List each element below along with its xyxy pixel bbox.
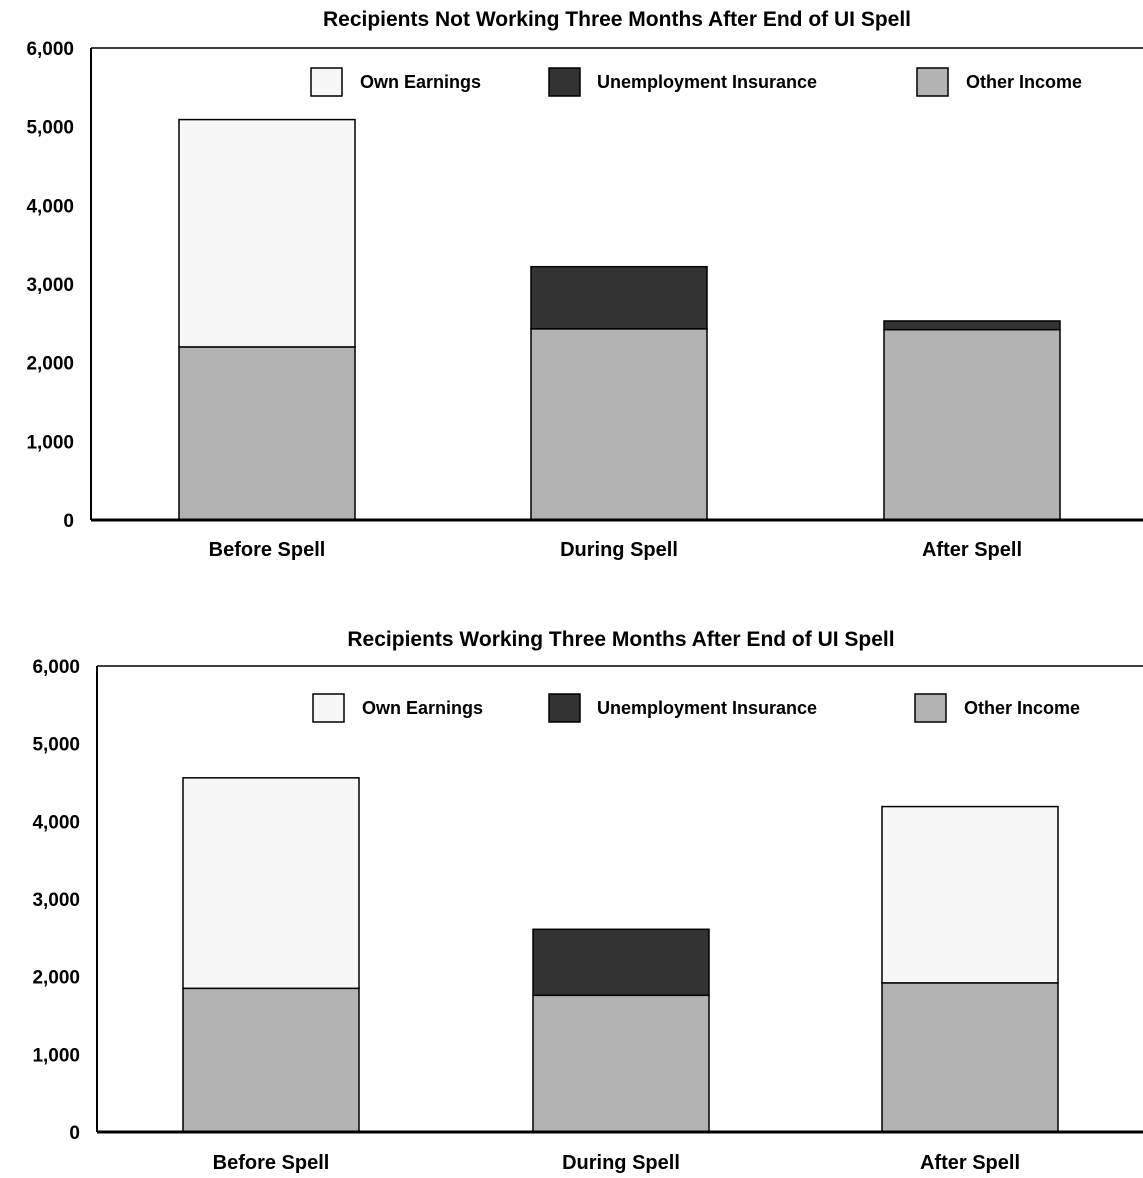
chart-panel-1: Recipients Not Working Three Months Afte… <box>26 8 1143 561</box>
bar-during-spell-unemployment-insurance <box>532 928 710 997</box>
legend-label-unemployment-insurance: Unemployment Insurance <box>597 72 817 92</box>
chart-panel-2: Recipients Working Three Months After En… <box>32 628 1143 1174</box>
y-tick-label: 3,000 <box>26 275 74 296</box>
bar-before-spell-other-income <box>178 346 356 521</box>
bar-before-spell-own-earnings <box>182 777 360 990</box>
x-category-label: Before Spell <box>209 539 326 561</box>
chart-title: Recipients Not Working Three Months Afte… <box>323 8 911 31</box>
y-tick-label: 6,000 <box>26 39 74 60</box>
y-tick-label: 1,000 <box>32 1045 80 1066</box>
legend-swatch-unemployment-insurance <box>548 67 581 97</box>
legend-label-own-earnings: Own Earnings <box>362 698 483 718</box>
bar-after-spell-unemployment-insurance <box>883 320 1061 331</box>
bar-after-spell-other-income <box>883 328 1061 521</box>
x-category-label: After Spell <box>922 539 1022 561</box>
bar-during-spell-other-income <box>532 994 710 1133</box>
legend-label-other-income: Other Income <box>964 698 1080 718</box>
legend-swatch-own-earnings <box>310 67 343 97</box>
x-category-label: Before Spell <box>213 1152 330 1174</box>
y-tick-label: 4,000 <box>26 196 74 217</box>
y-tick-label: 0 <box>63 511 74 532</box>
y-tick-label: 3,000 <box>32 890 80 911</box>
legend-swatch-own-earnings <box>312 693 345 723</box>
chart-title: Recipients Working Three Months After En… <box>347 628 894 651</box>
legend-label-unemployment-insurance: Unemployment Insurance <box>597 698 817 718</box>
bar-before-spell-other-income <box>182 987 360 1133</box>
legend-label-own-earnings: Own Earnings <box>360 72 481 92</box>
y-tick-label: 1,000 <box>26 432 74 453</box>
legend-swatch-other-income <box>916 67 949 97</box>
y-tick-label: 5,000 <box>32 735 80 756</box>
legend-swatch-unemployment-insurance <box>548 693 581 723</box>
bar-before-spell-own-earnings <box>178 118 356 348</box>
y-tick-label: 5,000 <box>26 118 74 139</box>
x-category-label: During Spell <box>560 539 678 561</box>
bar-after-spell-other-income <box>881 982 1059 1133</box>
y-tick-label: 6,000 <box>32 657 80 678</box>
y-tick-label: 2,000 <box>26 354 74 375</box>
legend-label-other-income: Other Income <box>966 72 1082 92</box>
y-tick-label: 4,000 <box>32 812 80 833</box>
bar-after-spell-own-earnings <box>881 805 1059 984</box>
y-tick-label: 2,000 <box>32 968 80 989</box>
x-category-label: During Spell <box>562 1152 680 1174</box>
x-category-label: After Spell <box>920 1152 1020 1174</box>
bar-during-spell-other-income <box>530 328 708 521</box>
bar-during-spell-unemployment-insurance <box>530 265 708 330</box>
y-tick-label: 0 <box>69 1123 80 1144</box>
legend-swatch-other-income <box>914 693 947 723</box>
